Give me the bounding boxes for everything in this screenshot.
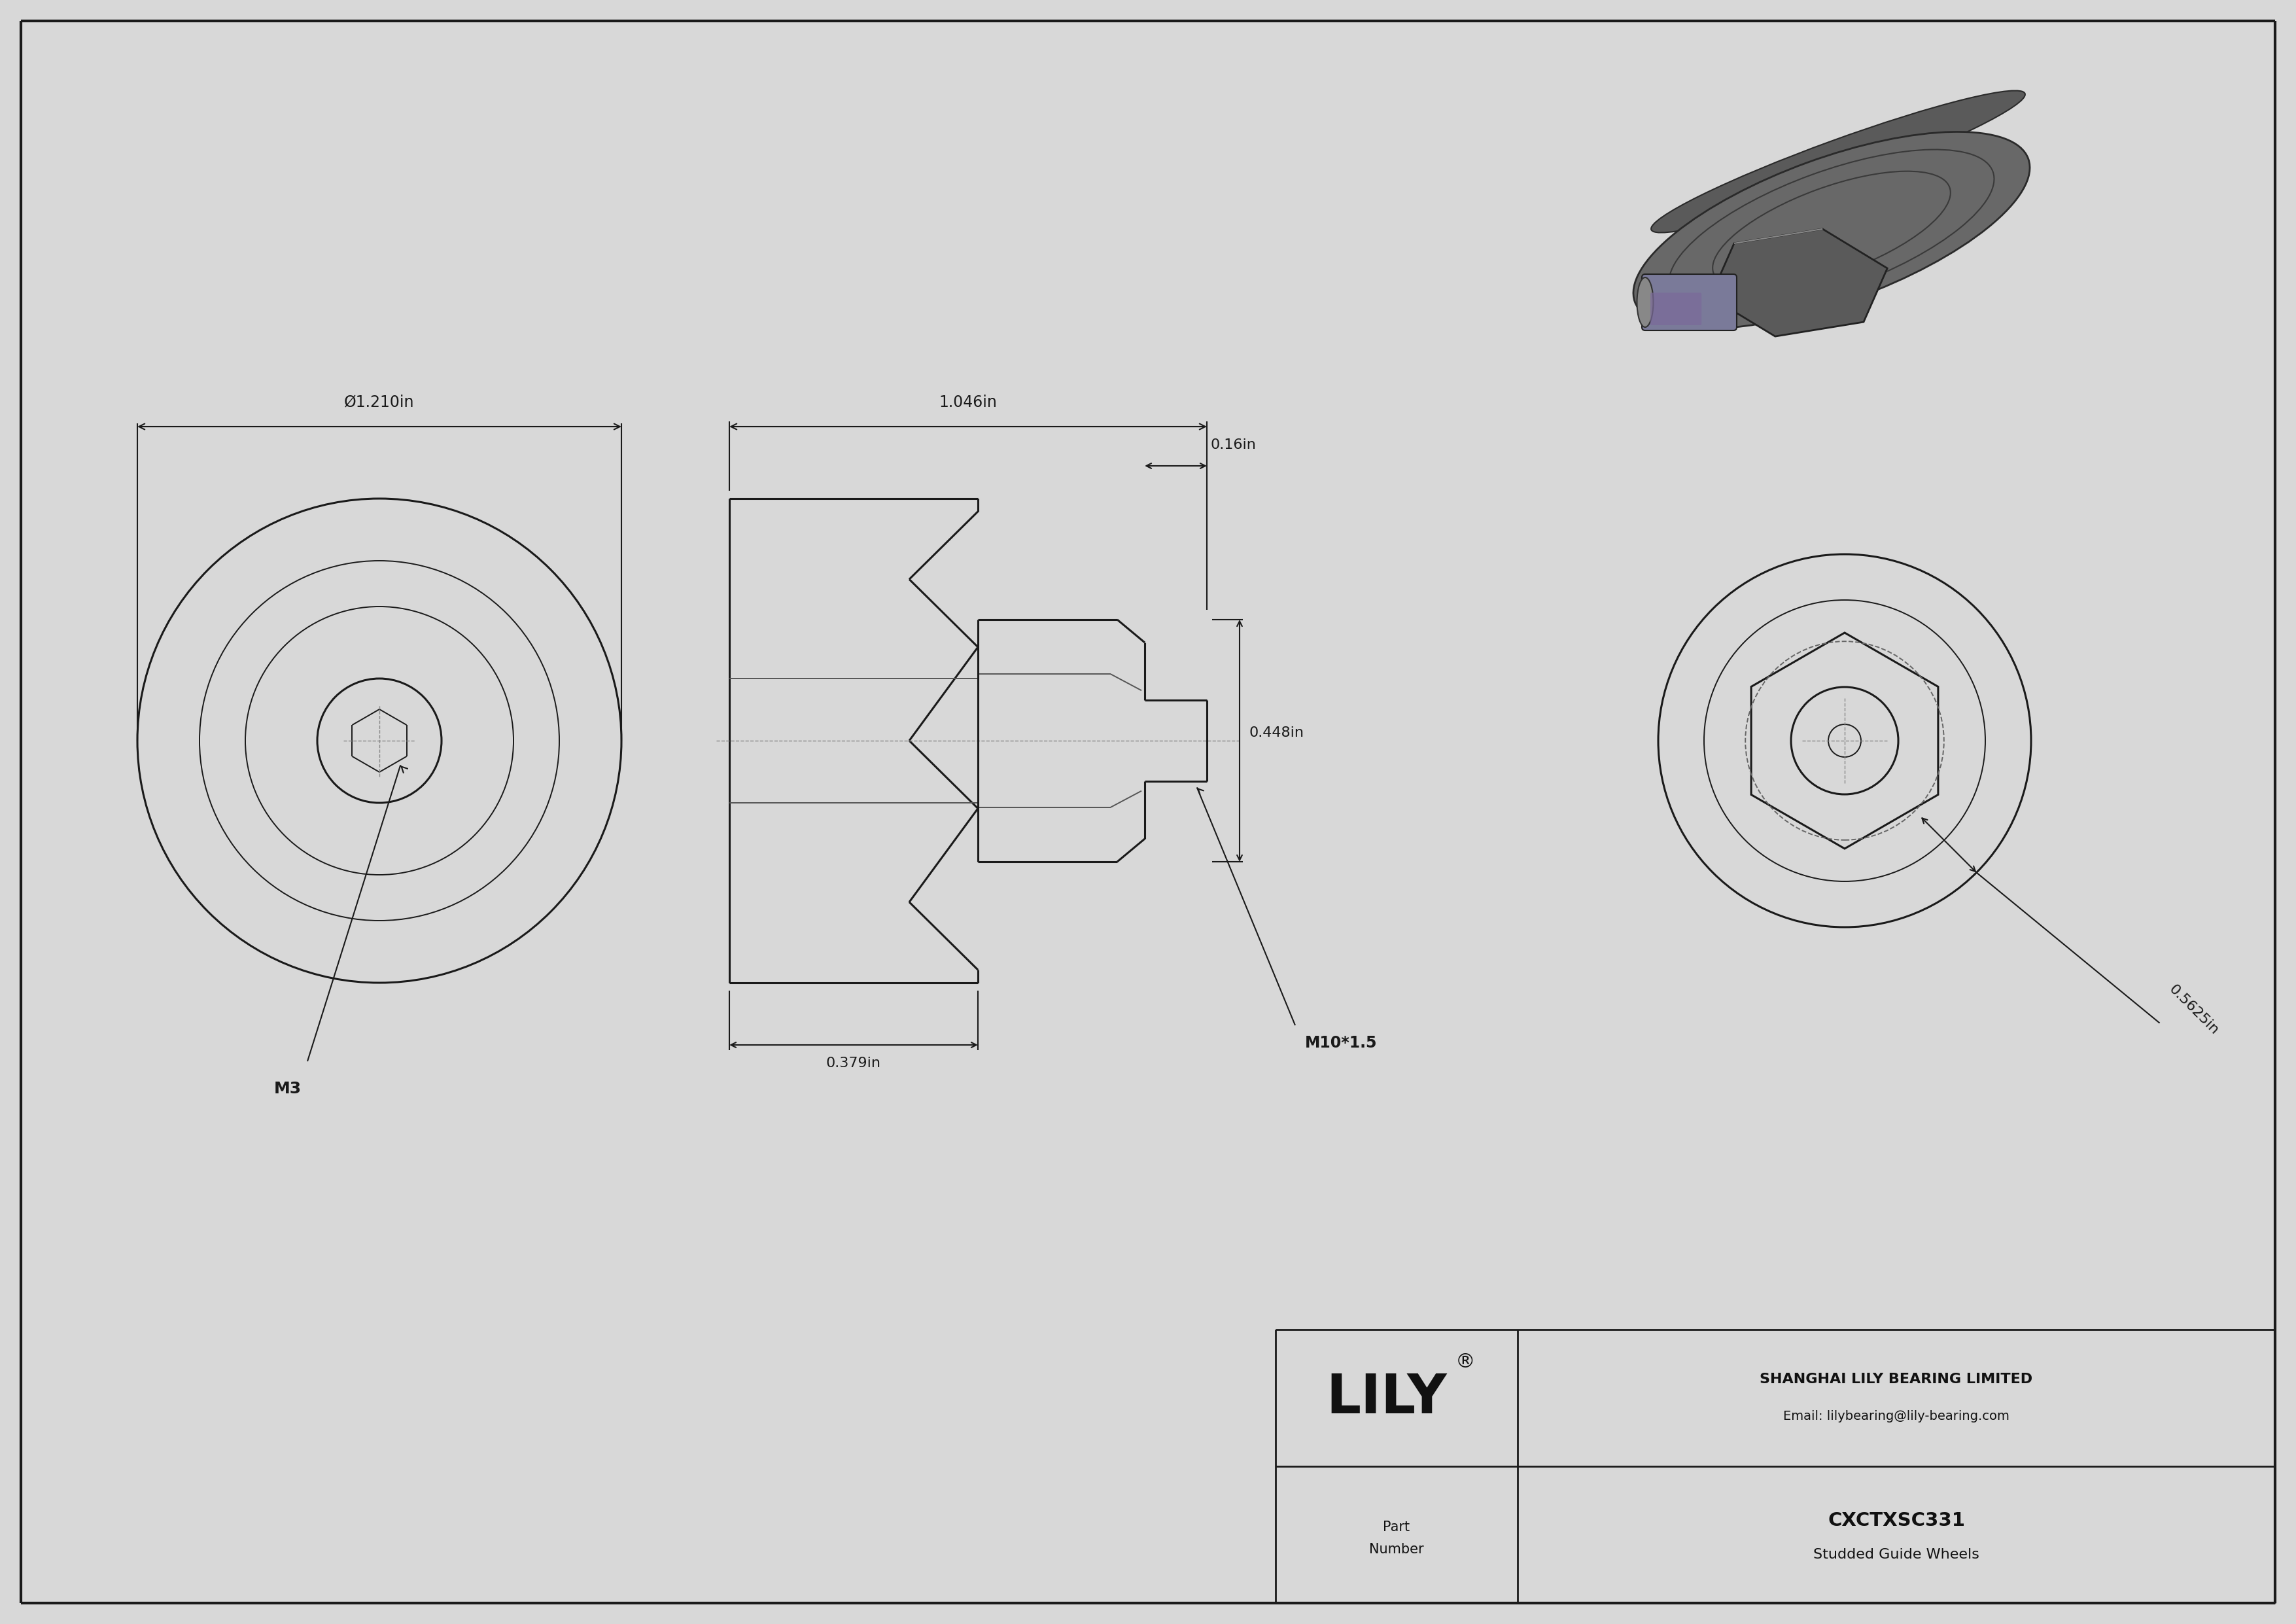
Text: SHANGHAI LILY BEARING LIMITED: SHANGHAI LILY BEARING LIMITED [1761,1372,2032,1387]
Ellipse shape [1637,278,1653,326]
Text: 1.046in: 1.046in [939,395,996,411]
Text: Email: lilybearing@lily-bearing.com: Email: lilybearing@lily-bearing.com [1784,1410,2009,1423]
Ellipse shape [1632,132,2030,328]
Text: Number: Number [1368,1543,1424,1556]
Text: 0.448in: 0.448in [1249,726,1304,739]
FancyBboxPatch shape [1642,274,1736,330]
Text: 0.379in: 0.379in [827,1057,882,1070]
Text: 0.5625in: 0.5625in [2165,983,2220,1038]
Polygon shape [1711,229,1887,336]
Text: M10*1.5: M10*1.5 [1304,1034,1378,1051]
Text: LILY: LILY [1327,1371,1446,1424]
Text: Part: Part [1382,1520,1410,1533]
Ellipse shape [1651,91,2025,232]
FancyBboxPatch shape [1651,292,1701,325]
Text: CXCTXSC331: CXCTXSC331 [1828,1510,1965,1530]
Text: 0.16in: 0.16in [1210,438,1256,451]
Text: M3: M3 [273,1082,301,1096]
Text: ®: ® [1456,1353,1476,1371]
Text: Studded Guide Wheels: Studded Guide Wheels [1814,1548,1979,1561]
Text: Ø1.210in: Ø1.210in [344,395,416,411]
